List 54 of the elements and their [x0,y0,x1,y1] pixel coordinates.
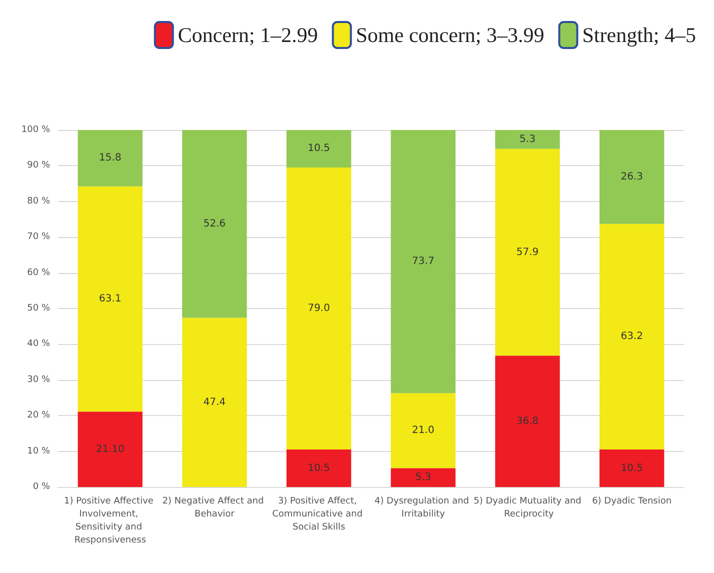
data-label: 26.3 [620,171,643,182]
data-label: 63.2 [620,331,643,342]
bar [78,130,143,186]
bar [599,130,664,224]
data-label: 15.8 [99,152,122,164]
x-tick-label: 6) Dyadic Tension [592,496,672,506]
y-tick-label: 80 % [27,196,50,206]
bar [286,450,352,487]
y-tick-label: 40 % [27,339,50,350]
y-tick-label: 100 % [21,125,50,135]
y-tick-label: 0 % [32,482,50,492]
data-label: 73.7 [412,256,434,268]
y-tick-label: 30 % [27,374,50,385]
data-label: 57.9 [516,246,539,258]
bar [495,356,560,487]
x-tick-label: 3) Positive Affect, Communicative and Social Skills [272,496,366,532]
data-label: 47.4 [203,396,226,408]
bar [78,186,143,412]
data-label: 10.5 [308,143,330,154]
bar [599,450,664,487]
legend-label: Concern; 1–2.99 [178,23,318,47]
y-tick-label: 50 % [27,304,50,314]
data-label: 36.8 [516,416,539,427]
x-tick-label: 4) Dysregulation and Irritability [374,496,472,520]
y-tick-label: 70 % [27,232,50,242]
legend-label: Some concern; 3–3.99 [356,23,544,47]
x-tick-label: 2) Negative Affect and Behavior [162,496,267,520]
legend-label: Strength; 4–5 [582,23,696,47]
data-label: 63.1 [99,294,122,305]
bar [286,167,352,450]
bar [78,412,143,487]
data-label: 5.3 [415,472,432,484]
data-label: 5.3 [520,134,536,145]
y-tick-label: 90 % [27,160,50,171]
y-tick-label: 10 % [27,446,50,456]
x-tick-label: 1) Positive Affective Involvement, Sensitivity and Responsiveness [64,496,156,546]
bar [182,130,247,318]
x-tick-label: 5) Dyadic Mutuality and Reciprocity [474,496,582,520]
bar [495,130,560,149]
bar [390,393,456,468]
data-label: 52.6 [203,218,226,230]
bar [286,130,352,168]
bar [182,318,247,487]
bar [390,130,456,394]
bar [495,148,560,356]
data-label: 79.0 [308,303,330,314]
y-tick-label: 20 % [27,410,50,421]
bar [599,224,664,450]
bar [390,468,456,487]
data-label: 10.5 [308,462,330,474]
data-label: 21.0 [412,425,434,436]
data-label: 10.5 [620,462,643,474]
y-tick-label: 60 % [27,268,50,278]
data-label: 21.10 [96,444,124,455]
